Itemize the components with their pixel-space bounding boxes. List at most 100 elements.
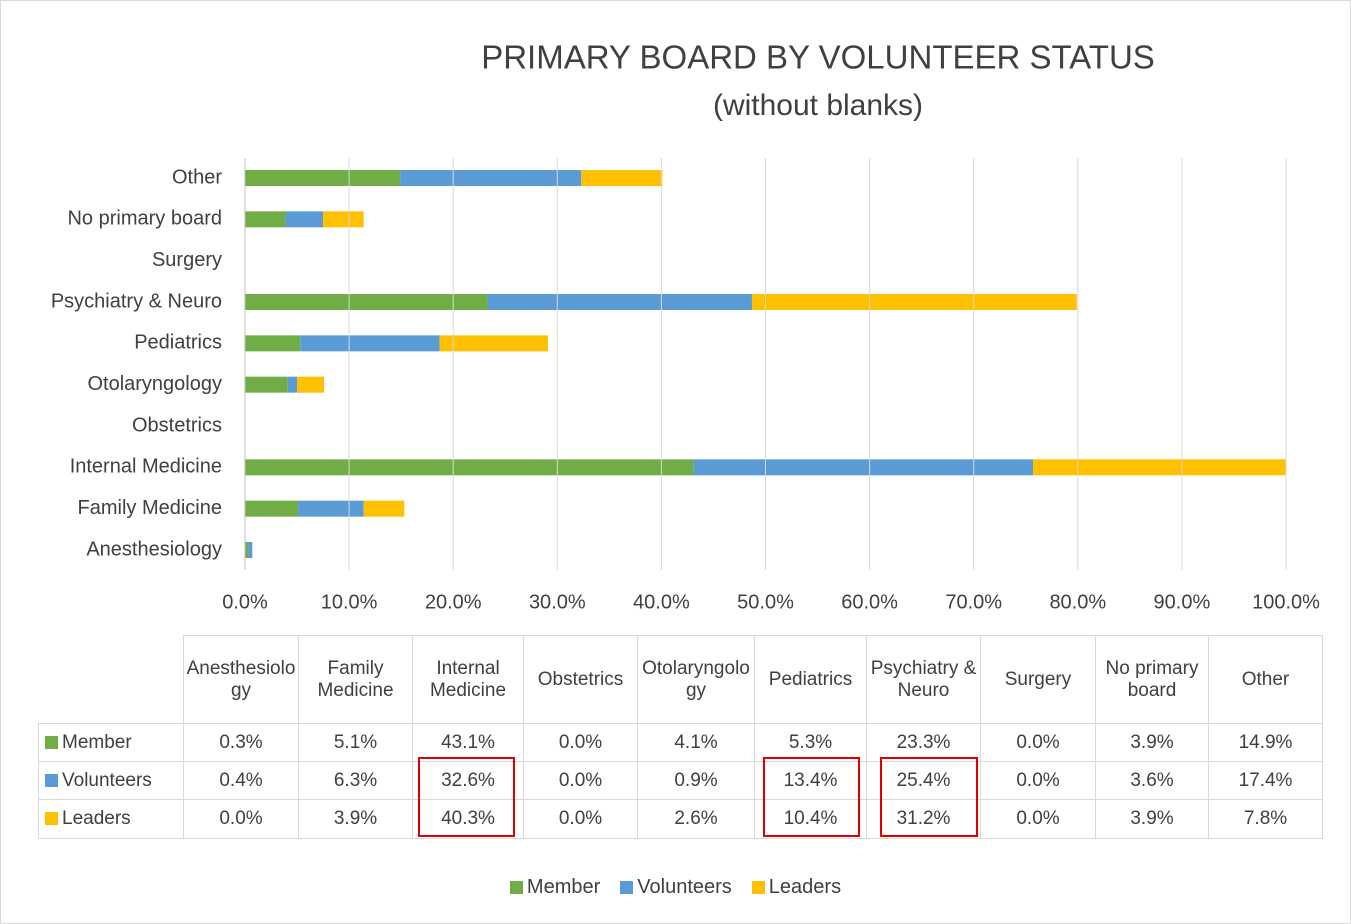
table-row-label: Leaders (38, 799, 184, 839)
table-cell: 0.0% (980, 761, 1096, 800)
legend-label: Leaders (768, 876, 842, 898)
table-cell: 0.0% (523, 761, 638, 800)
bar-segment (297, 376, 325, 393)
table-row: Leaders 0.0% 3.9% 40.3% 0.0% 2.6% 10.4% 31.2% 0.… (38, 799, 1323, 839)
table-header-cell: Obstetrics (523, 635, 638, 724)
y-tick-label: Internal Medicine (70, 456, 222, 478)
series-name: Leaders (62, 808, 131, 829)
table-header-cell: No primary board (1095, 635, 1209, 724)
table-cell: 40.3% (412, 799, 524, 839)
chart-subtitle: (without blanks) (713, 89, 923, 122)
y-tick-label: Psychiatry & Neuro (51, 290, 222, 312)
table-cell: 0.0% (183, 799, 299, 839)
y-tick-label: No primary board (67, 208, 222, 230)
bar-segment (487, 294, 752, 311)
x-tick-label: 70.0% (945, 591, 1002, 613)
table-cell: 31.2% (866, 799, 981, 839)
bar-segment (285, 211, 324, 228)
table-header-cell: Family Medicine (298, 635, 413, 724)
bar-segment (363, 500, 405, 517)
table-corner (39, 636, 184, 724)
x-tick-label: 50.0% (737, 591, 794, 613)
y-tick-label: Anesthesiology (86, 538, 222, 560)
bar-segment (581, 170, 663, 187)
table-cell: 0.0% (980, 799, 1096, 839)
table-cell: 0.0% (980, 723, 1096, 762)
x-tick-label: 20.0% (425, 591, 482, 613)
bar-segment (245, 376, 288, 393)
table-header-cell: Other (1208, 635, 1323, 724)
x-tick-label: 60.0% (841, 591, 898, 613)
y-tick-label: Family Medicine (78, 497, 222, 519)
bar-segment (298, 500, 364, 517)
legend-key (45, 735, 58, 749)
legend-key (620, 881, 634, 894)
bar-segment (400, 170, 582, 187)
x-tick-label: 30.0% (529, 591, 586, 613)
table-cell: 3.6% (1095, 761, 1209, 800)
table-header-row: Anesthesiology Family Medicine Internal Me… (39, 635, 1323, 724)
highlight-box (763, 757, 860, 837)
table-cell: 7.8% (1208, 799, 1323, 839)
table-cell: 0.0% (523, 799, 638, 839)
legend-key (751, 881, 765, 894)
table-cell: 0.4% (183, 761, 299, 800)
x-tick-label: 100.0% (1252, 591, 1320, 613)
table-cell: 0.0% (523, 723, 638, 762)
bar-segment (693, 459, 1034, 476)
table-cell: 3.9% (1095, 723, 1209, 762)
bars (245, 170, 1286, 558)
legend-label: Member (526, 876, 601, 898)
chart-title: PRIMARY BOARD BY VOLUNTEER STATUS (481, 39, 1155, 76)
table-row-label: Volunteers (38, 761, 184, 800)
table-cell: 43.1% (412, 723, 524, 762)
data-table: Anesthesiology Family Medicine Internal Me… (38, 635, 1323, 839)
bar-segment (245, 170, 401, 187)
table-cell: 25.4% (866, 761, 981, 800)
table-cell: 3.9% (1095, 799, 1209, 839)
table-header-cell: Psychiatry & Neuro (866, 635, 981, 724)
table-cell: 3.9% (298, 799, 413, 839)
x-tick-label: 0.0% (222, 591, 268, 613)
table-header-cell: Anesthesiology (183, 635, 299, 724)
bar-segment (287, 376, 298, 393)
table-cell: 23.3% (866, 723, 981, 762)
legend-item: Volunteers (620, 876, 732, 898)
table-cell: 17.4% (1208, 761, 1323, 800)
bar-segment (1033, 459, 1286, 476)
highlight-box (418, 757, 515, 837)
table-cell: 4.1% (637, 723, 755, 762)
legend-key (509, 881, 523, 894)
table-row-label: Member (38, 723, 184, 762)
bar-segment (245, 542, 249, 558)
legend-item: Member (509, 876, 601, 898)
table-cell: 5.3% (754, 723, 867, 762)
y-tick-label: Other (172, 166, 222, 188)
chart: PRIMARY BOARD BY VOLUNTEER STATUS (witho… (51, 39, 1320, 614)
bar-segment (245, 459, 694, 476)
series-name: Volunteers (62, 769, 152, 791)
bar-segment (439, 335, 548, 352)
series-name: Member (62, 731, 132, 753)
table-cell: 2.6% (637, 799, 755, 839)
highlight-box (880, 757, 978, 837)
bar-segment (245, 211, 286, 228)
legend-key (45, 773, 58, 787)
table-cell: 13.4% (754, 761, 867, 800)
x-tick-label: 40.0% (633, 591, 690, 613)
table-row: Volunteers 0.4% 6.3% 32.6% 0.0% 0.9% 13.4% 25.4… (38, 761, 1323, 800)
bar-segment (248, 542, 253, 558)
legend-label: Volunteers (637, 876, 732, 898)
legend: Member Volunteers Leaders (0, 876, 1351, 899)
x-tick-label: 10.0% (321, 591, 378, 613)
table-row: Member 0.3% 5.1% 43.1% 0.0% 4.1% 5.3% 23.3% 0.0%… (38, 723, 1323, 762)
y-tick-label: Obstetrics (132, 414, 222, 436)
x-tick-label: 80.0% (1049, 591, 1106, 613)
x-tick-label: 90.0% (1154, 591, 1211, 613)
table-cell: 0.3% (183, 723, 299, 762)
table-header-cell: Pediatrics (754, 635, 867, 724)
table-header-cell: Internal Medicine (412, 635, 524, 724)
bar-segment (323, 211, 364, 228)
legend-item: Leaders (751, 876, 842, 898)
